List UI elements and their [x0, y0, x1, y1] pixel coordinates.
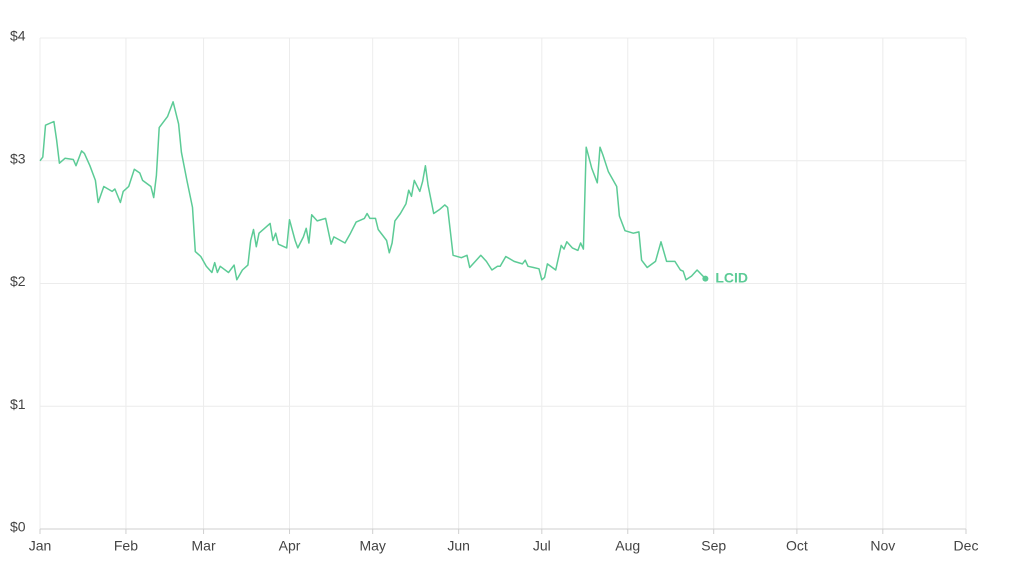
- x-tick-label: May: [359, 538, 385, 554]
- y-tick-label: $4: [10, 28, 26, 44]
- x-tick-label: Dec: [954, 538, 979, 554]
- x-tick-label: Oct: [786, 538, 808, 554]
- x-tick-label: Nov: [870, 538, 895, 554]
- y-tick-label: $2: [10, 273, 26, 289]
- x-tick-label: Jan: [29, 538, 52, 554]
- price-line: [39, 101, 706, 281]
- x-tick-label: Aug: [615, 538, 640, 554]
- end-point: [702, 275, 709, 282]
- x-tick-label: Jun: [447, 538, 470, 554]
- x-tick-label: Jul: [533, 538, 551, 554]
- x-tick-label: Feb: [114, 538, 138, 554]
- x-tick-label: Apr: [279, 538, 301, 554]
- x-tick-label: Sep: [701, 538, 726, 554]
- y-tick-label: $0: [10, 519, 26, 535]
- y-tick-label: $3: [10, 150, 26, 166]
- series-label: LCID: [715, 269, 748, 285]
- y-tick-label: $1: [10, 396, 26, 412]
- x-tick-label: Mar: [192, 538, 216, 554]
